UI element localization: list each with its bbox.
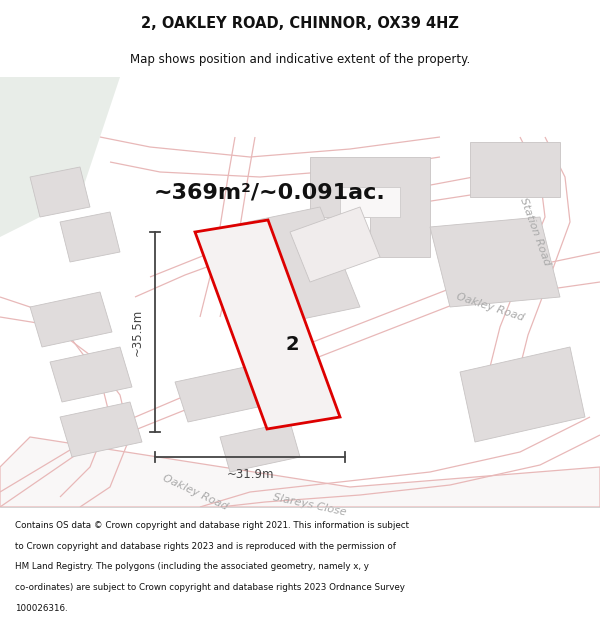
Text: Slareys Close: Slareys Close bbox=[272, 492, 347, 518]
Polygon shape bbox=[50, 347, 132, 402]
Text: 2, OAKLEY ROAD, CHINNOR, OX39 4HZ: 2, OAKLEY ROAD, CHINNOR, OX39 4HZ bbox=[141, 16, 459, 31]
Text: HM Land Registry. The polygons (including the associated geometry, namely x, y: HM Land Registry. The polygons (includin… bbox=[15, 562, 369, 571]
Text: Contains OS data © Crown copyright and database right 2021. This information is : Contains OS data © Crown copyright and d… bbox=[15, 521, 409, 530]
Polygon shape bbox=[30, 167, 90, 217]
Polygon shape bbox=[175, 367, 258, 422]
Text: 2: 2 bbox=[286, 335, 299, 354]
Polygon shape bbox=[290, 207, 380, 282]
Text: ~35.5m: ~35.5m bbox=[131, 308, 143, 356]
Polygon shape bbox=[195, 220, 340, 429]
Polygon shape bbox=[460, 347, 585, 442]
Polygon shape bbox=[0, 77, 120, 237]
Polygon shape bbox=[430, 217, 560, 307]
Text: ~31.9m: ~31.9m bbox=[226, 469, 274, 481]
Polygon shape bbox=[470, 142, 560, 197]
Polygon shape bbox=[60, 402, 142, 457]
Polygon shape bbox=[310, 157, 430, 257]
Text: Oakley Road: Oakley Road bbox=[455, 291, 525, 322]
Text: co-ordinates) are subject to Crown copyright and database rights 2023 Ordnance S: co-ordinates) are subject to Crown copyr… bbox=[15, 583, 405, 592]
Text: to Crown copyright and database rights 2023 and is reproduced with the permissio: to Crown copyright and database rights 2… bbox=[15, 542, 396, 551]
Polygon shape bbox=[200, 207, 360, 332]
Polygon shape bbox=[220, 422, 300, 472]
Polygon shape bbox=[30, 292, 112, 347]
Polygon shape bbox=[60, 212, 120, 262]
Text: ~369m²/~0.091ac.: ~369m²/~0.091ac. bbox=[154, 182, 386, 202]
Text: Map shows position and indicative extent of the property.: Map shows position and indicative extent… bbox=[130, 53, 470, 66]
Polygon shape bbox=[0, 437, 600, 507]
Text: Oakley Road: Oakley Road bbox=[161, 472, 229, 511]
Text: 100026316.: 100026316. bbox=[15, 604, 68, 612]
Polygon shape bbox=[340, 187, 400, 217]
Text: Station Road: Station Road bbox=[518, 197, 552, 268]
